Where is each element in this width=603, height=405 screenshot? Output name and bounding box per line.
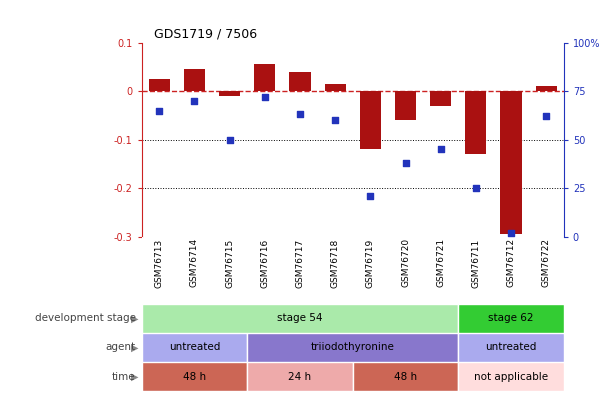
- Bar: [254, 64, 276, 91]
- Text: ▶: ▶: [131, 343, 139, 352]
- Bar: [353, 362, 458, 391]
- Bar: [142, 304, 458, 333]
- Text: GSM76714: GSM76714: [190, 238, 199, 288]
- Text: untreated: untreated: [485, 343, 537, 352]
- Bar: [247, 362, 353, 391]
- Text: GSM76717: GSM76717: [295, 238, 305, 288]
- Bar: [149, 79, 170, 91]
- Point: [365, 193, 375, 199]
- Text: stage 62: stage 62: [488, 313, 534, 323]
- Text: ▶: ▶: [131, 372, 139, 382]
- Text: untreated: untreated: [169, 343, 220, 352]
- Point: [401, 160, 411, 166]
- Bar: [289, 72, 311, 91]
- Point: [295, 111, 305, 118]
- Bar: [535, 86, 557, 91]
- Text: 48 h: 48 h: [183, 372, 206, 382]
- Bar: [430, 91, 451, 106]
- Text: GSM76716: GSM76716: [260, 238, 270, 288]
- Text: GSM76713: GSM76713: [155, 238, 164, 288]
- Bar: [219, 91, 240, 96]
- Bar: [142, 333, 247, 362]
- Point: [541, 113, 551, 119]
- Point: [189, 98, 199, 104]
- Bar: [458, 362, 564, 391]
- Text: GSM76720: GSM76720: [401, 238, 410, 288]
- Point: [260, 94, 270, 100]
- Bar: [466, 91, 487, 154]
- Bar: [458, 304, 564, 333]
- Text: agent: agent: [106, 343, 136, 352]
- Bar: [184, 69, 205, 91]
- Text: GSM76722: GSM76722: [541, 238, 551, 287]
- Text: 24 h: 24 h: [288, 372, 312, 382]
- Text: not applicable: not applicable: [474, 372, 548, 382]
- Text: time: time: [112, 372, 136, 382]
- Text: GSM76721: GSM76721: [436, 238, 445, 288]
- Text: ▶: ▶: [131, 313, 139, 323]
- Text: GSM76711: GSM76711: [472, 238, 481, 288]
- Text: 48 h: 48 h: [394, 372, 417, 382]
- Bar: [458, 333, 564, 362]
- Point: [330, 117, 340, 124]
- Point: [507, 230, 516, 236]
- Text: stage 54: stage 54: [277, 313, 323, 323]
- Text: triiodothyronine: triiodothyronine: [311, 343, 395, 352]
- Text: GSM76718: GSM76718: [330, 238, 339, 288]
- Text: GSM76719: GSM76719: [366, 238, 375, 288]
- Point: [436, 146, 446, 153]
- Bar: [324, 84, 346, 91]
- Text: GDS1719 / 7506: GDS1719 / 7506: [154, 28, 257, 40]
- Bar: [500, 91, 522, 234]
- Bar: [395, 91, 416, 120]
- Text: development stage: development stage: [35, 313, 136, 323]
- Bar: [360, 91, 381, 149]
- Text: GSM76715: GSM76715: [225, 238, 234, 288]
- Point: [225, 136, 235, 143]
- Bar: [247, 333, 458, 362]
- Point: [471, 185, 481, 192]
- Point: [154, 107, 164, 114]
- Bar: [142, 362, 247, 391]
- Text: GSM76712: GSM76712: [507, 238, 516, 288]
